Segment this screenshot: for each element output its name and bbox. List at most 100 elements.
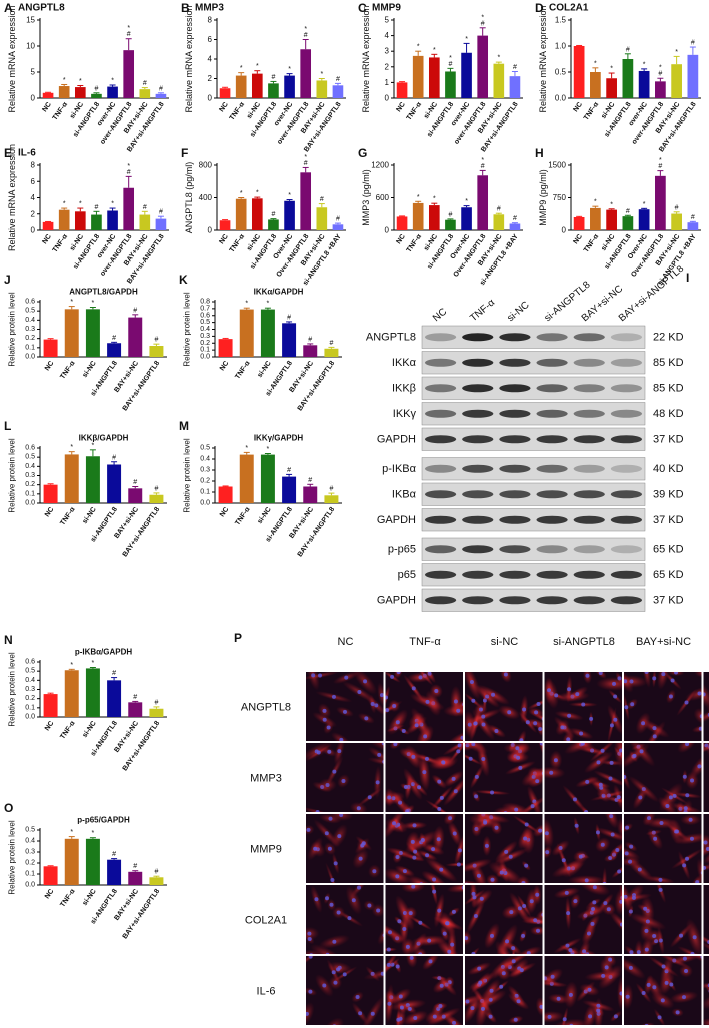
y-tick-label: 600 — [376, 193, 390, 202]
blot-band — [573, 333, 605, 342]
error-bar — [592, 67, 599, 72]
significance-marker: # — [308, 336, 312, 343]
bar — [123, 50, 135, 98]
y-tick-label: 0.4 — [25, 838, 35, 845]
x-tick-label: si-NC — [82, 506, 98, 525]
error-bar — [243, 307, 250, 310]
nucleus — [437, 806, 442, 811]
y-tick-label: 0.6 — [25, 445, 35, 452]
micrograph — [385, 885, 463, 954]
blot-band — [536, 435, 568, 444]
bar — [235, 198, 247, 230]
bar — [43, 694, 58, 717]
y-axis-label: Relative mRNA expression — [7, 144, 17, 251]
x-tick-label: TNF-α — [59, 887, 77, 908]
y-tick-label: 0 — [208, 94, 213, 103]
nucleus — [308, 989, 313, 994]
nucleus — [516, 999, 521, 1004]
significance-marker: * — [481, 157, 484, 164]
nucleus — [513, 1017, 518, 1022]
nucleus — [469, 680, 474, 685]
nucleus — [566, 911, 571, 916]
bar — [218, 339, 233, 357]
significance-marker: # — [143, 80, 147, 87]
nucleus — [609, 814, 614, 819]
nucleus — [584, 878, 589, 883]
cell-body — [407, 875, 436, 883]
nucleus — [471, 951, 476, 954]
nucleus — [567, 713, 572, 718]
chart-title: MMP3 — [195, 3, 224, 14]
error-bar — [334, 222, 341, 225]
significance-marker: * — [240, 190, 243, 197]
micrograph — [385, 743, 463, 812]
protein-label: IKBα — [392, 488, 417, 500]
bar — [493, 214, 505, 230]
blot-band — [610, 545, 643, 554]
error-bar — [479, 27, 486, 36]
error-bar — [641, 207, 648, 210]
error-bar — [307, 343, 314, 346]
nucleus — [337, 749, 342, 754]
bar — [85, 668, 100, 717]
row-label: MMP3 — [250, 773, 282, 785]
error-bar — [157, 92, 164, 94]
nucleus — [625, 994, 630, 999]
y-tick-label: 0 — [208, 226, 213, 235]
micrograph — [385, 672, 463, 741]
nucleus — [322, 717, 327, 722]
column-label: NC — [337, 636, 354, 648]
blot-band — [610, 409, 643, 418]
bar — [687, 222, 699, 230]
error-bar — [431, 202, 438, 206]
cell-body — [377, 925, 384, 945]
nucleus — [484, 843, 489, 848]
error-bar — [125, 38, 132, 51]
blot-strip — [421, 402, 646, 426]
nucleus — [333, 861, 338, 866]
nucleus — [314, 897, 319, 902]
nucleus — [483, 820, 488, 825]
error-bar — [77, 85, 84, 88]
error-bar — [689, 46, 696, 55]
y-tick-label: 0.4 — [25, 463, 35, 470]
panel-letter: O — [4, 801, 13, 815]
molecular-weight: 39 KD — [653, 488, 684, 500]
y-tick-label: 0 — [385, 94, 390, 103]
bar — [218, 486, 233, 503]
chart-title: IKKα/GAPDH — [254, 288, 304, 297]
nucleus — [418, 952, 423, 954]
significance-marker: * — [245, 301, 248, 308]
nucleus — [511, 946, 516, 951]
significance-marker: # — [336, 76, 340, 83]
y-tick-label: 0.3 — [25, 686, 35, 693]
nucleus — [644, 928, 649, 933]
nucleus — [331, 694, 336, 699]
y-axis-label: MMP3 (pg/ml) — [361, 169, 371, 226]
protein-label: GAPDH — [377, 514, 416, 526]
significance-marker: # — [481, 20, 485, 27]
nucleus — [592, 885, 597, 890]
error-bar — [495, 61, 502, 64]
significance-marker: # — [112, 454, 116, 461]
nucleus — [452, 831, 457, 836]
error-bar — [89, 307, 96, 310]
nucleus — [700, 956, 702, 959]
nucleus — [393, 743, 398, 747]
significance-marker: * — [449, 55, 452, 62]
blot-band — [536, 570, 568, 579]
micrograph — [385, 956, 463, 1025]
nucleus — [471, 698, 476, 703]
y-tick-label: 0.1 — [25, 871, 35, 878]
cell-body — [465, 879, 484, 883]
nucleus — [598, 782, 603, 787]
nucleus — [613, 717, 618, 722]
y-axis-label: Relative protein level — [183, 292, 192, 366]
blot-band — [462, 490, 494, 499]
bar — [149, 877, 164, 885]
y-tick-label: 0.3 — [200, 333, 210, 340]
blot-band — [573, 570, 605, 579]
nucleus — [465, 882, 468, 883]
blot-band — [499, 384, 531, 393]
